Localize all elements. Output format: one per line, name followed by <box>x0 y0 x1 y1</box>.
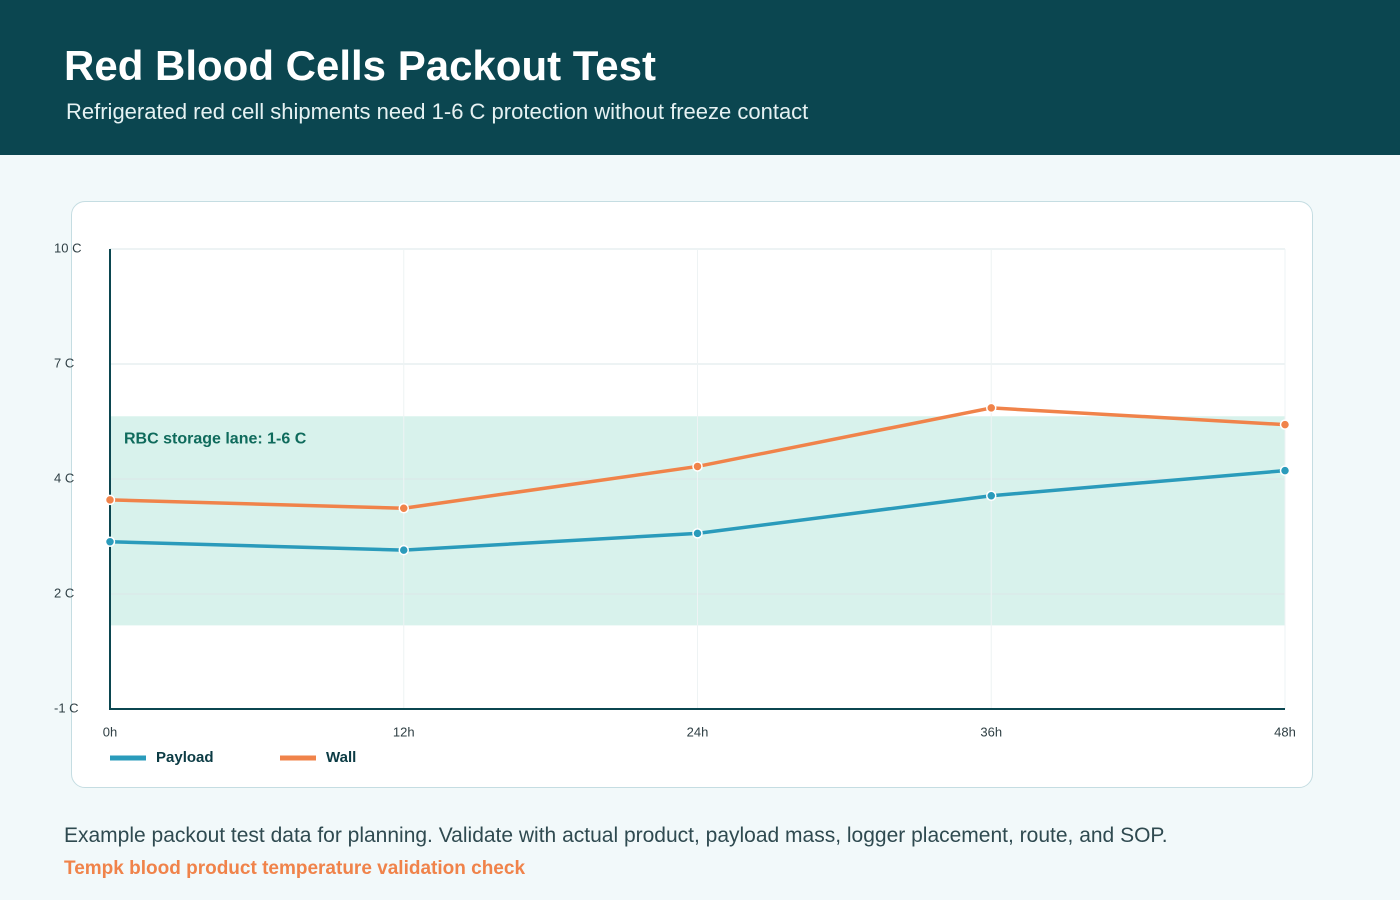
band-label: RBC storage lane: 1-6 C <box>124 430 307 447</box>
data-point <box>692 461 703 472</box>
x-tick-label: 12h <box>393 724 415 739</box>
x-tick-label: 36h <box>980 724 1002 739</box>
y-tick-label: 7 C <box>54 355 74 370</box>
data-point <box>1279 465 1291 476</box>
y-tick-label: 2 C <box>54 585 74 600</box>
page-title: Red Blood Cells Packout Test <box>64 42 656 89</box>
data-point <box>398 544 409 556</box>
footer-note: Example packout test data for planning. … <box>64 824 1168 847</box>
x-tick-label: 24h <box>687 724 709 739</box>
data-point <box>986 402 997 414</box>
data-point <box>986 490 997 501</box>
data-point <box>398 503 409 514</box>
y-tick-label: 4 C <box>54 470 74 485</box>
y-tick-label: -1 C <box>54 700 79 715</box>
data-point <box>104 536 116 547</box>
data-point <box>104 494 116 506</box>
page-subtitle: Refrigerated red cell shipments need 1-6… <box>66 99 809 124</box>
data-point <box>1279 419 1291 430</box>
x-tick-label: 0h <box>103 724 117 739</box>
legend-label: Payload <box>156 749 214 766</box>
legend-label: Wall <box>326 749 356 766</box>
data-point <box>692 528 703 539</box>
footer-link[interactable]: Tempk blood product temperature validati… <box>64 858 526 879</box>
y-tick-label: 10 C <box>54 240 81 255</box>
header: Red Blood Cells Packout Test Refrigerate… <box>0 0 1400 155</box>
x-tick-label: 48h <box>1274 724 1296 739</box>
